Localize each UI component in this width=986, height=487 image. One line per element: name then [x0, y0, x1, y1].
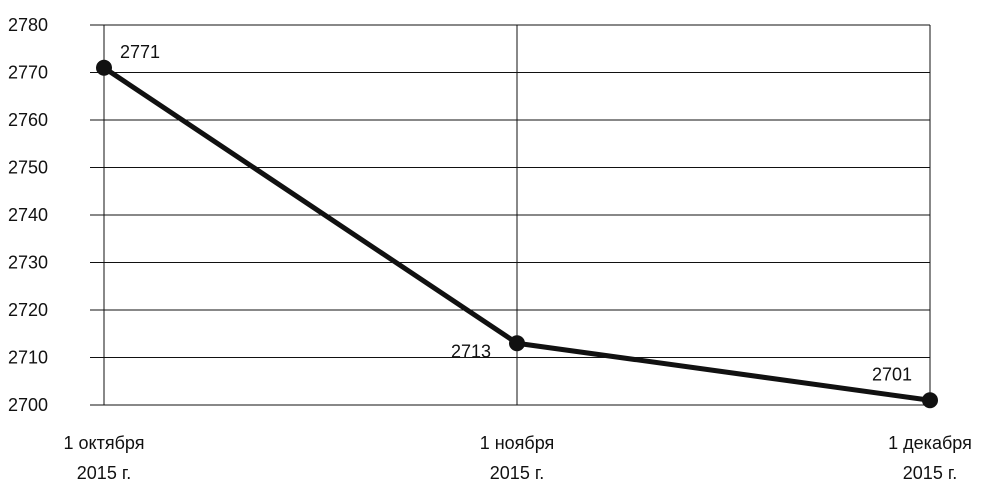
y-tick-label: 2720 — [8, 300, 48, 320]
data-point — [509, 335, 525, 352]
x-tick-label-line: 1 ноября — [480, 433, 555, 453]
data-label: 2701 — [872, 364, 912, 384]
grid — [90, 24, 931, 406]
x-tick-label: 1 декабря 2015 г. — [888, 433, 972, 483]
y-tick-label: 2750 — [8, 158, 48, 178]
x-tick-label: 1 ноября 2015 г. — [480, 433, 555, 483]
data-labels: 2771 2713 2701 — [120, 42, 912, 385]
y-tick-label: 2770 — [8, 63, 48, 83]
series — [96, 59, 938, 409]
y-tick-label: 2740 — [8, 205, 48, 225]
data-point — [96, 59, 112, 76]
x-tick-label: 1 октября 2015 г. — [64, 433, 145, 483]
x-tick-label-line: 2015 г. — [77, 463, 131, 483]
x-tick-label-line: 1 октября — [64, 433, 145, 453]
x-axis-tick-labels: 1 октября 2015 г.1 ноября 2015 г.1 декабря… — [64, 433, 972, 483]
y-axis-tick-labels: 2700 2710 2720 2730 2740 2750 2760 2770 2780 — [8, 15, 48, 415]
x-tick-label-line: 2015 г. — [490, 463, 544, 483]
x-tick-label-line: 2015 г. — [903, 463, 957, 483]
y-tick-label: 2710 — [8, 348, 48, 368]
data-point — [922, 392, 938, 409]
data-label: 2771 — [120, 42, 160, 62]
y-tick-label: 2780 — [8, 15, 48, 35]
data-label: 2713 — [451, 341, 491, 361]
y-tick-label: 2700 — [8, 395, 48, 415]
y-tick-label: 2730 — [8, 253, 48, 273]
y-tick-label: 2760 — [8, 110, 48, 130]
x-tick-label-line: 1 декабря — [888, 433, 972, 453]
